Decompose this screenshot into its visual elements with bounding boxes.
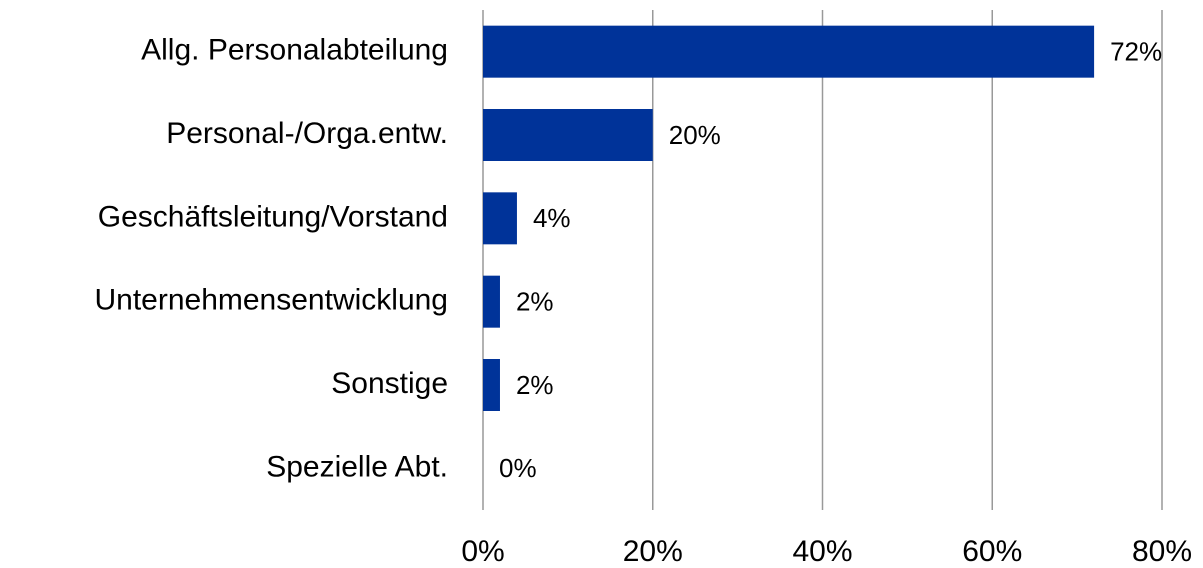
y-tick-label: Allg. Personalabteilung <box>141 34 448 67</box>
y-tick-label: Personal-/Orga.entw. <box>166 117 448 150</box>
data-label: 2% <box>516 287 554 317</box>
bar <box>483 25 1095 78</box>
y-tick-label: Geschäftsleitung/Vorstand <box>98 200 448 233</box>
data-label: 72% <box>1110 37 1162 67</box>
bar <box>483 359 500 411</box>
y-tick-label: Spezielle Abt. <box>266 450 448 483</box>
bar <box>483 192 517 245</box>
x-tick-label: 80% <box>1132 535 1192 568</box>
data-label: 20% <box>669 120 721 150</box>
data-label: 0% <box>499 453 537 483</box>
x-tick-label: 0% <box>461 535 504 568</box>
bar <box>483 109 653 161</box>
x-tick-label: 40% <box>792 535 852 568</box>
x-tick-label: 60% <box>962 535 1022 568</box>
data-label: 4% <box>533 203 571 233</box>
x-tick-label: 20% <box>623 535 683 568</box>
data-label: 2% <box>516 370 554 400</box>
bar <box>483 275 500 328</box>
y-tick-label: Unternehmensentwicklung <box>94 284 448 317</box>
y-tick-label: Sonstige <box>331 367 448 400</box>
